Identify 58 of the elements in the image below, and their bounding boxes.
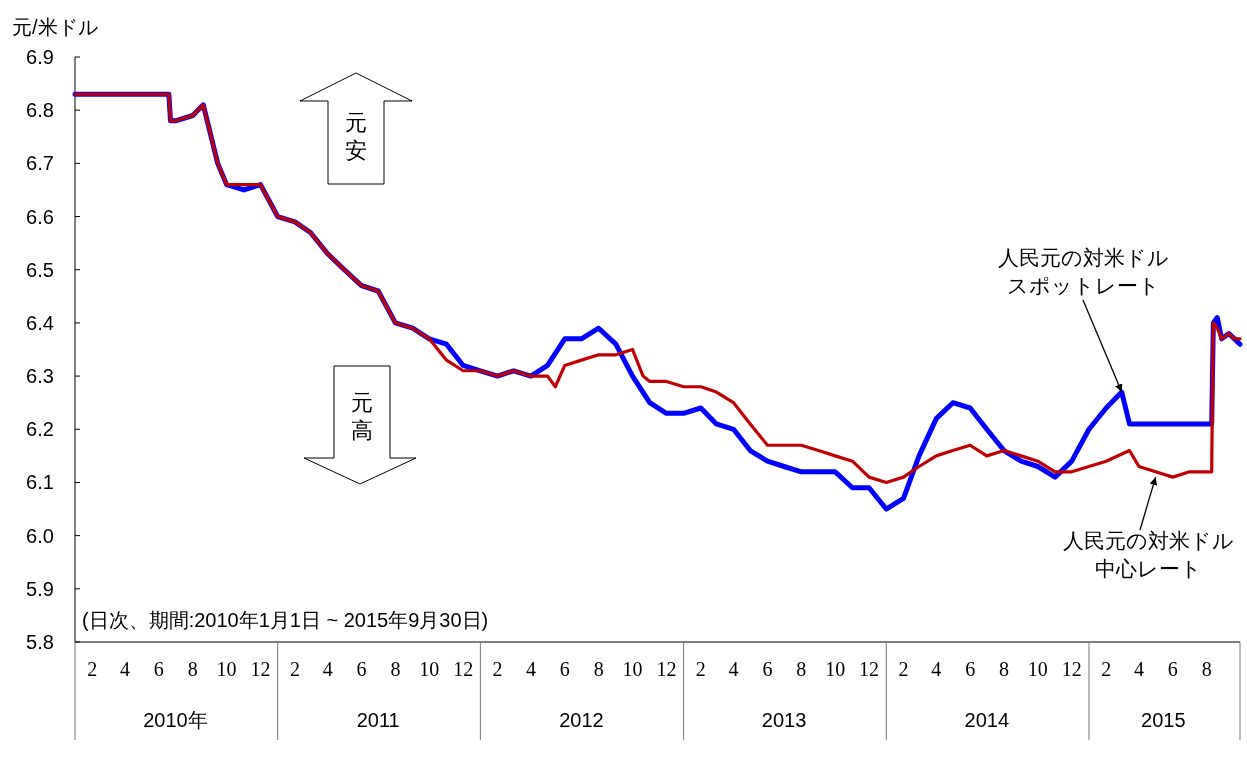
x-tick-label: 6 bbox=[356, 658, 367, 680]
y-tick-label: 6.1 bbox=[26, 471, 54, 494]
x-tick-label: 4 bbox=[931, 658, 942, 680]
x-tick-label: 12 bbox=[250, 658, 271, 680]
x-tick-label: 6 bbox=[762, 658, 773, 680]
y-tick-label: 6.4 bbox=[26, 311, 54, 334]
y-tick-label: 6.6 bbox=[26, 205, 54, 228]
x-tick-label: 6 bbox=[153, 658, 164, 680]
x-tick-label: 2 bbox=[898, 658, 909, 680]
x-tick-label: 2 bbox=[1101, 658, 1112, 680]
x-tick-label: 2 bbox=[289, 658, 300, 680]
x-tick-label: 12 bbox=[1061, 658, 1082, 680]
x-tick-label: 10 bbox=[419, 658, 440, 680]
annotation: (日次、期間:2010年1月1日 ~ 2015年9月30日) bbox=[82, 609, 489, 631]
x2-tick-label: 2014 bbox=[964, 709, 1010, 731]
x-tick-label: 10 bbox=[1027, 658, 1048, 680]
x-tick-label: 6 bbox=[559, 658, 570, 680]
x-tick-label: 6 bbox=[1167, 658, 1178, 680]
x2-tick-label: 2011 bbox=[356, 709, 400, 731]
x-tick-label: 6 bbox=[965, 658, 976, 680]
y-axis-title: 元/米ドル bbox=[12, 16, 98, 38]
x2-tick-label: 2015 bbox=[1141, 709, 1186, 731]
annotation: 元安 bbox=[345, 110, 367, 163]
x-tick-label: 2 bbox=[492, 658, 503, 680]
x-tick-label: 4 bbox=[322, 658, 333, 680]
x-tick-label: 8 bbox=[390, 658, 401, 680]
y-tick-label: 6.8 bbox=[26, 99, 54, 122]
x-tick-label: 4 bbox=[119, 658, 130, 680]
y-tick-label: 6.0 bbox=[26, 524, 54, 547]
x-tick-label: 12 bbox=[656, 658, 677, 680]
x2-tick-label: 2010年 bbox=[143, 709, 208, 731]
x-tick-label: 2 bbox=[87, 658, 98, 680]
annotation: 人民元の対米ドル中心レート bbox=[1062, 529, 1234, 580]
x-tick-label: 10 bbox=[216, 658, 237, 680]
annotation: 元高 bbox=[351, 390, 373, 443]
x-tick-label: 8 bbox=[999, 658, 1009, 680]
x-tick-label: 4 bbox=[728, 658, 739, 680]
y-tick-label: 5.9 bbox=[26, 577, 54, 600]
x-tick-label: 12 bbox=[453, 658, 474, 680]
x-tick-label: 4 bbox=[525, 658, 536, 680]
y-tick-label: 6.3 bbox=[26, 365, 54, 388]
x-tick-label: 4 bbox=[1133, 658, 1144, 680]
y-tick-label: 6.9 bbox=[26, 46, 54, 68]
y-tick-label: 6.2 bbox=[26, 418, 54, 441]
annotation: 人民元の対米ドルスポットレート bbox=[997, 246, 1169, 297]
x-tick-label: 2 bbox=[695, 658, 706, 680]
y-tick-label: 5.8 bbox=[26, 631, 54, 653]
x-tick-label: 12 bbox=[859, 658, 880, 680]
x-tick-label: 8 bbox=[187, 658, 198, 680]
y-tick-label: 6.7 bbox=[26, 152, 54, 175]
x2-tick-label: 2012 bbox=[559, 709, 604, 731]
x-tick-label: 8 bbox=[796, 658, 807, 680]
x-tick-label: 8 bbox=[593, 658, 604, 680]
x2-tick-label: 2013 bbox=[761, 709, 807, 731]
x-tick-label: 8 bbox=[1201, 658, 1212, 680]
x-tick-label: 10 bbox=[622, 658, 643, 680]
x-tick-label: 10 bbox=[825, 658, 846, 680]
y-tick-label: 6.5 bbox=[26, 258, 54, 281]
